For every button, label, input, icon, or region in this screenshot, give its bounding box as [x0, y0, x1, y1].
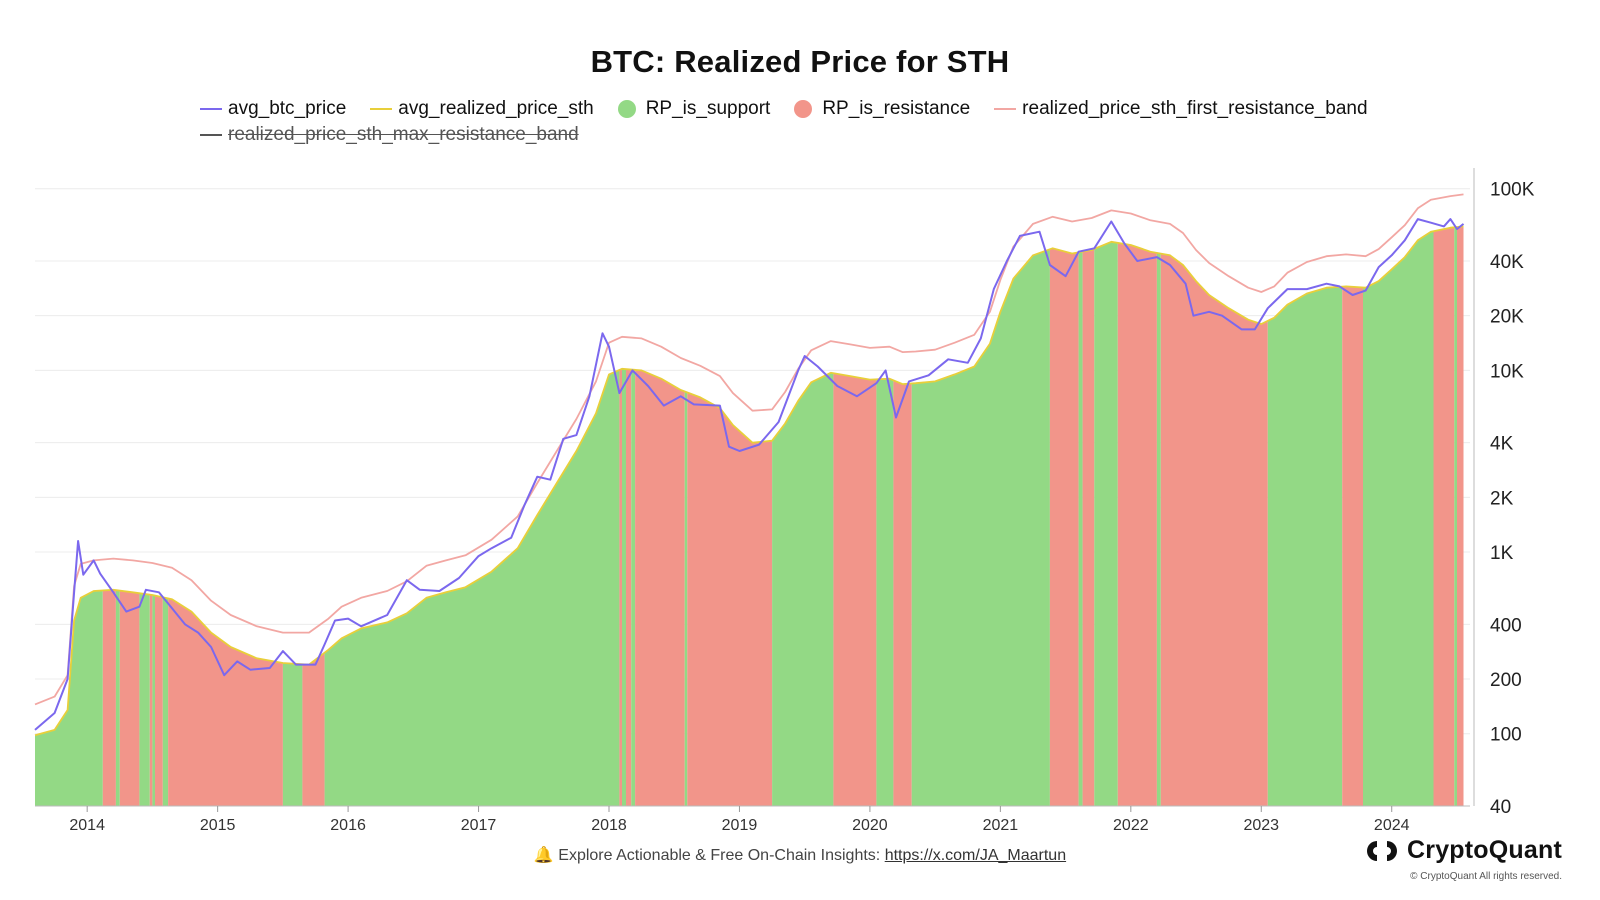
- bell-icon: 🔔: [533, 847, 554, 864]
- x-tick-label: 2015: [200, 817, 236, 834]
- brand-name: CryptoQuant: [1407, 836, 1562, 864]
- y-tick-label: 40: [1490, 797, 1511, 818]
- y-tick-label: 10K: [1490, 361, 1524, 382]
- footer-link[interactable]: https://x.com/JA_Maartun: [884, 847, 1067, 864]
- series-line-realized-price-sth-first-resistance-band: [34, 193, 1464, 706]
- brand-logo: CryptoQuant: [1365, 836, 1562, 865]
- x-tick-label: 2014: [69, 817, 105, 834]
- rp-support-area: [1156, 252, 1161, 806]
- x-tick-label: 2020: [852, 817, 888, 834]
- rp-support-area: [631, 369, 636, 806]
- rp-support-area: [876, 378, 894, 806]
- legend-label: realized_price_sth_first_resistance_band: [1022, 98, 1368, 119]
- legend-swatch: [200, 108, 222, 110]
- x-tick-label: 2021: [983, 817, 1019, 834]
- rp-resistance-area: [149, 594, 153, 806]
- y-axis: 40 100 200 400 1K 2K 4K 10K 20K 40K 100K: [1473, 168, 1535, 818]
- footer: 🔔 Explore Actionable & Free On-Chain Ins…: [0, 845, 1600, 865]
- support-resistance-bands: [35, 226, 1464, 807]
- y-tick-label: 40K: [1490, 252, 1524, 273]
- rp-resistance-area: [893, 380, 912, 806]
- legend-label: avg_realized_price_sth: [398, 98, 594, 119]
- legend-item-avg-realized-price-sth[interactable]: avg_realized_price_sth: [370, 98, 594, 120]
- rp-resistance-area: [619, 368, 622, 806]
- rp-support-area: [282, 663, 303, 806]
- rp-resistance-area: [1160, 253, 1268, 807]
- rp-resistance-area: [155, 595, 163, 806]
- rp-support-area: [115, 590, 120, 806]
- legend-row-1: avg_btc_price avg_realized_price_sth RP_…: [200, 96, 1430, 122]
- rp-support-area: [1267, 286, 1343, 807]
- rp-resistance-area: [119, 590, 140, 806]
- rp-resistance-area: [1342, 286, 1363, 806]
- x-tick-label: 2019: [722, 817, 758, 834]
- legend-item-rp-is-support[interactable]: RP_is_support: [617, 98, 771, 120]
- rp-support-area: [911, 249, 1050, 806]
- rp-resistance-area: [1082, 248, 1095, 806]
- rp-resistance-area: [302, 652, 325, 806]
- rp-support-area: [622, 368, 626, 806]
- legend-swatch: [200, 134, 222, 136]
- rp-support-area: [684, 391, 688, 806]
- legend-label: realized_price_sth_max_resistance_band: [228, 124, 579, 145]
- legend-swatch: [994, 108, 1017, 110]
- legend-swatch: [370, 108, 393, 110]
- x-tick-label: 2022: [1113, 817, 1149, 834]
- legend-swatch: [617, 100, 636, 118]
- legend-item-rp-is-resistance[interactable]: RP_is_resistance: [794, 98, 970, 120]
- rp-support-area: [1078, 251, 1083, 807]
- x-tick-label: 2024: [1374, 817, 1410, 834]
- rp-support-area: [772, 372, 834, 806]
- legend-item-first-resistance-band[interactable]: realized_price_sth_first_resistance_band: [994, 98, 1368, 120]
- legend-label: RP_is_resistance: [822, 98, 971, 119]
- rp-resistance-area: [1049, 248, 1079, 807]
- y-tick-label: 20K: [1490, 307, 1524, 328]
- rp-resistance-area: [1117, 242, 1157, 806]
- legend-row-2: realized_price_sth_max_resistance_band: [200, 122, 1430, 148]
- rp-support-area: [1363, 231, 1434, 807]
- y-tick-label: 2K: [1490, 488, 1514, 509]
- rp-resistance-area: [635, 369, 685, 806]
- x-tick-label: 2023: [1243, 817, 1279, 834]
- x-tick-label: 2016: [330, 817, 366, 834]
- legend-swatch: [794, 100, 813, 118]
- rp-resistance-area: [687, 392, 773, 806]
- rp-support-area: [152, 595, 155, 806]
- x-axis: 2014 2015 2016 2017 2018 2019 2020 2021 2022 2023…: [35, 805, 1470, 834]
- rp-support-area: [1094, 241, 1118, 806]
- cryptoquant-logo-icon: [1365, 839, 1399, 863]
- legend-label: avg_btc_price: [228, 98, 347, 119]
- rp-resistance-area: [102, 589, 116, 806]
- series-lines: [34, 193, 1465, 737]
- series-line-avg-realized-price-sth: [34, 225, 1464, 737]
- y-tick-label: 100: [1490, 725, 1522, 746]
- rp-resistance-area: [626, 369, 632, 806]
- legend-label: RP_is_support: [645, 98, 771, 119]
- rp-resistance-area: [833, 373, 877, 806]
- legend-item-avg-btc-price[interactable]: avg_btc_price: [200, 98, 346, 120]
- rp-support-area: [324, 369, 620, 806]
- y-tick-label: 1K: [1490, 543, 1514, 564]
- rp-resistance-area: [1457, 226, 1464, 806]
- series-line-avg-btc-price: [34, 218, 1465, 731]
- copyright: © CryptoQuant All rights reserved.: [1410, 871, 1562, 882]
- y-tick-label: 200: [1490, 670, 1522, 691]
- chart-title: BTC: Realized Price for STH: [590, 44, 1010, 79]
- rp-support-area: [1454, 227, 1457, 807]
- x-tick-label: 2017: [461, 817, 497, 834]
- rp-support-area: [139, 593, 150, 806]
- y-tick-label: 400: [1490, 615, 1522, 636]
- legend: avg_btc_price avg_realized_price_sth RP_…: [200, 96, 1430, 148]
- rp-resistance-area: [1433, 227, 1455, 807]
- x-tick-label: 2018: [591, 817, 627, 834]
- rp-resistance-area: [168, 598, 283, 806]
- y-tick-label: 4K: [1490, 434, 1514, 455]
- rp-support-area: [162, 597, 169, 806]
- y-tick-label: 100K: [1490, 180, 1535, 201]
- legend-item-max-resistance-band[interactable]: realized_price_sth_max_resistance_band: [200, 124, 579, 146]
- footer-text: Explore Actionable & Free On-Chain Insig…: [558, 847, 881, 864]
